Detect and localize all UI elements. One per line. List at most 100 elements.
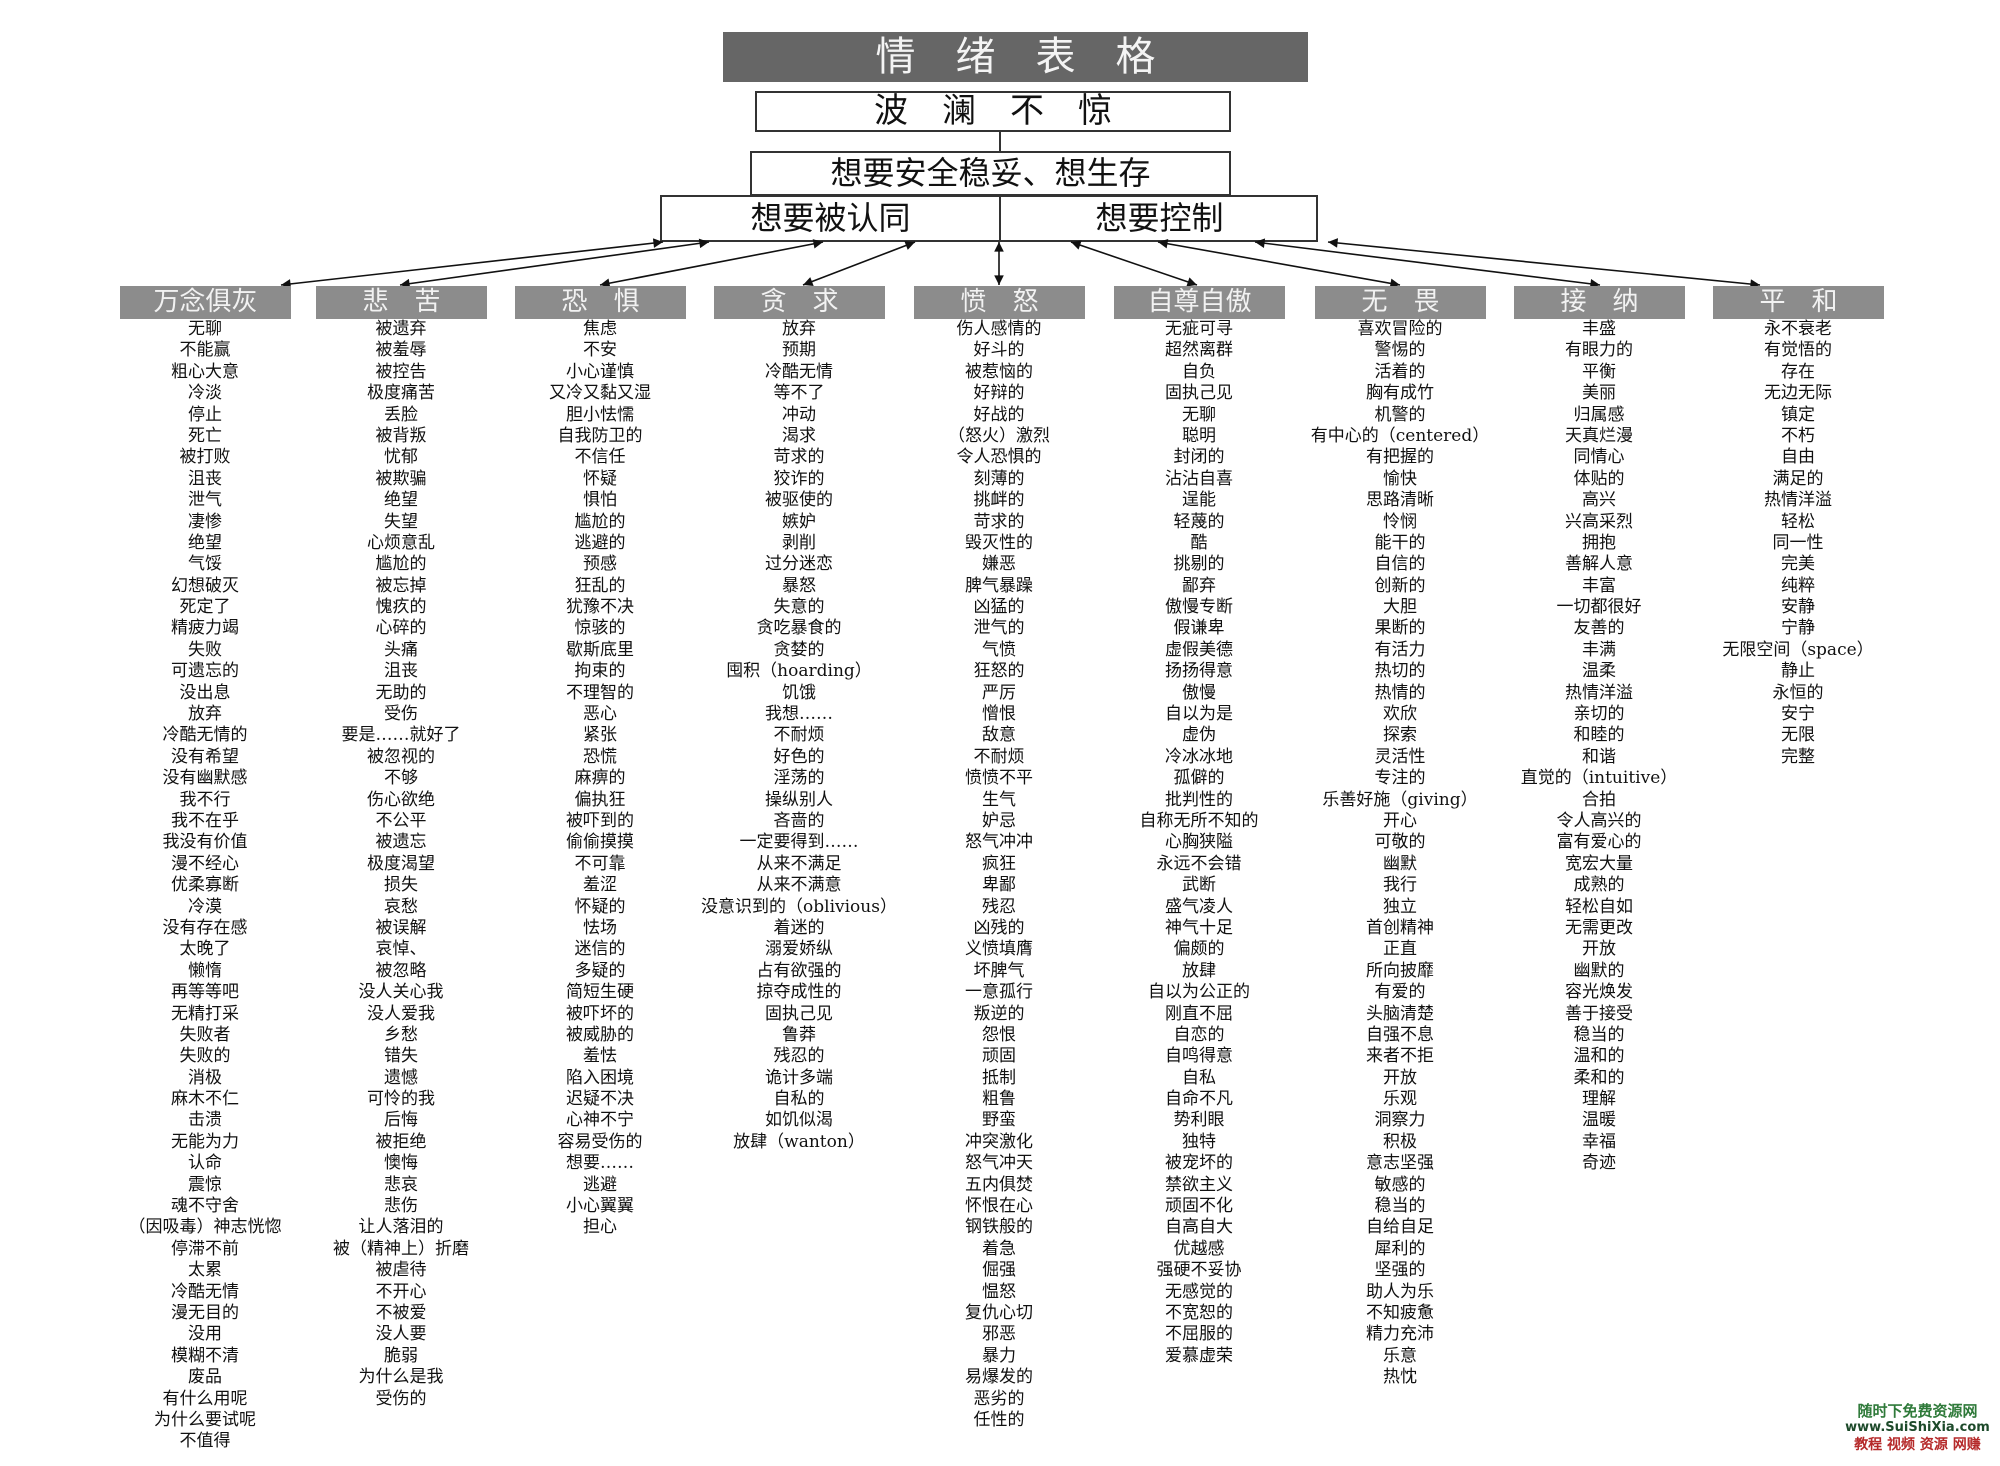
category-column: 喜欢冒险的 警惕的 活着的 胸有成竹 机警的 有中心的（centered） 有把握的 愉快 思路… [1270,319,1530,1389]
emotion-item: 要是……就好了 [341,725,461,746]
emotion-item: 冷冰冰地 [1165,746,1233,767]
emotion-item: 聪明 [1182,425,1216,446]
emotion-item: 停滞不前 [171,1238,239,1259]
emotion-item: 满足的 [1772,468,1824,489]
emotion-item: 被吓坏的 [566,1003,634,1024]
emotion-item: 被威胁的 [566,1024,634,1045]
emotion-item: 无能为力 [171,1131,239,1152]
emotion-item: 自私 [1182,1067,1216,1088]
emotion-item: 可怜的我 [367,1089,435,1110]
emotion-item: 等不了 [773,383,825,404]
emotion-item: 成熟的 [1573,875,1625,896]
emotion-item: 被驱使的 [765,490,833,511]
emotion-item: 幸福 [1582,1131,1616,1152]
emotion-item: 大胆 [1383,597,1417,618]
emotion-item: 无精打采 [171,1003,239,1024]
emotion-item: 头痛 [384,639,418,660]
emotion-item: 被控告 [375,361,427,382]
emotion-item: 顽固不化 [1165,1196,1233,1217]
category-column: 焦虑 不安 小心谨慎 又冷又黏又湿 胆小怯懦 自我防卫的 不信任 怀疑 惧怕 尴尬的 逃避的 预感 狂乱… [470,319,730,1239]
emotion-item: 极度痛苦 [367,383,435,404]
emotion-item: 迷信的 [574,939,626,960]
emotion-item: 存在 [1781,361,1815,382]
emotion-item: 固执己见 [765,1003,833,1024]
emotion-item: 伤心欲绝 [367,789,435,810]
emotion-item: 理解 [1582,1089,1616,1110]
emotion-item: 如饥似渴 [765,1110,833,1131]
emotion-item: 无限 [1781,725,1815,746]
emotion-item: 没人爱我 [367,1003,435,1024]
emotion-item: 易爆发的 [965,1367,1033,1388]
emotion-item: 探索 [1383,725,1417,746]
emotion-item: 苛求的 [773,447,825,468]
emotion-item: 精力充沛 [1366,1324,1434,1345]
emotion-item: 有中心的（centered） [1310,425,1490,446]
emotion-item: 被打败 [179,447,231,468]
emotion-item: 逃避 [583,1174,617,1195]
emotion-item: 任性的 [973,1409,1025,1430]
emotion-item: 被虐待 [375,1260,427,1281]
emotion-item: 疯狂 [982,853,1016,874]
emotion-item: 绝望 [188,532,222,553]
emotion-item: 容易受伤的 [557,1131,643,1152]
emotion-item: 溺爱娇纵 [765,939,833,960]
emotion-item: 可敬的 [1374,832,1426,853]
emotion-item: 怯场 [583,917,617,938]
emotion-item: 着急 [982,1238,1016,1259]
emotion-item: 不开心 [375,1281,427,1302]
emotion-item: 孤僻的 [1173,768,1225,789]
emotion-item: 冲动 [782,404,816,425]
emotion-item: 虚假美德 [1165,639,1233,660]
emotion-item: 鲁莽 [782,1024,816,1045]
emotion-item: 失败者 [179,1024,231,1045]
emotion-item: 敏感的 [1374,1174,1426,1195]
emotion-item: 鄙弃 [1182,575,1216,596]
emotion-item: 尴尬的 [574,511,626,532]
emotion-item: 怀疑 [583,468,617,489]
emotion-item: 从来不满意 [756,875,842,896]
emotion-item: 不够 [384,768,418,789]
emotion-item: 我不行 [179,789,231,810]
emotion-item: 太晚了 [179,939,231,960]
emotion-item: 犹豫不决 [566,597,634,618]
emotion-item: 洞察力 [1374,1110,1426,1131]
emotion-item: 想要…… [566,1153,634,1174]
emotion-item: 没人要 [375,1324,427,1345]
emotion-item: 体贴的 [1573,468,1625,489]
emotion-item: 饥饿 [782,682,816,703]
emotion-item: 一定要得到…… [739,832,859,853]
emotion-item: 不公平 [375,810,427,831]
emotion-item: 不信任 [574,447,626,468]
emotion-item: 死定了 [179,597,231,618]
emotion-item: 没有存在感 [162,917,248,938]
emotion-item: 酷 [1190,532,1208,553]
emotion-item: 愤愤不平 [965,768,1033,789]
emotion-item: 完整 [1781,746,1815,767]
level3-right: 想要控制 [1095,199,1224,237]
category-header: 自尊自傲 [1114,286,1285,319]
emotion-item: 善解人意 [1565,554,1633,575]
emotion-item: 假谦卑 [1173,618,1225,639]
emotion-item: 掠夺成性的 [756,982,842,1003]
emotion-item: 尴尬的 [375,554,427,575]
emotion-item: 被遗弃 [375,319,427,339]
emotion-item: 热情洋溢 [1764,490,1832,511]
emotion-item: 冷漠 [188,896,222,917]
category-column: 被遗弃 被羞辱 被控告 极度痛苦 丢脸 被背叛 忧郁 被欺骗 绝望 失望 心烦意乱 尴尬的 被忘掉 愧疚的… [271,319,531,1410]
emotion-item: 善于接受 [1565,1003,1633,1024]
emotion-item: 逃避的 [574,532,626,553]
connector-arrow [1327,238,1761,289]
emotion-item: 无需更改 [1565,917,1633,938]
emotion-item: 开放 [1582,939,1616,960]
emotion-item: 无限空间（space） [1722,639,1874,660]
emotion-item: 怒气冲冲 [965,832,1033,853]
emotion-item: 五内俱焚 [965,1174,1033,1195]
emotion-item: 被忘掉 [375,575,427,596]
emotion-item: 傲慢专断 [1165,597,1233,618]
emotion-item: 挑剔的 [1173,554,1225,575]
watermark-line3: 教程 视频 资源 网赚 [1854,1437,1981,1453]
emotion-item: 有把握的 [1366,447,1434,468]
emotion-item: 生气 [982,789,1016,810]
emotion-item: 麻痹的 [574,768,626,789]
emotion-item: 认命 [188,1153,222,1174]
